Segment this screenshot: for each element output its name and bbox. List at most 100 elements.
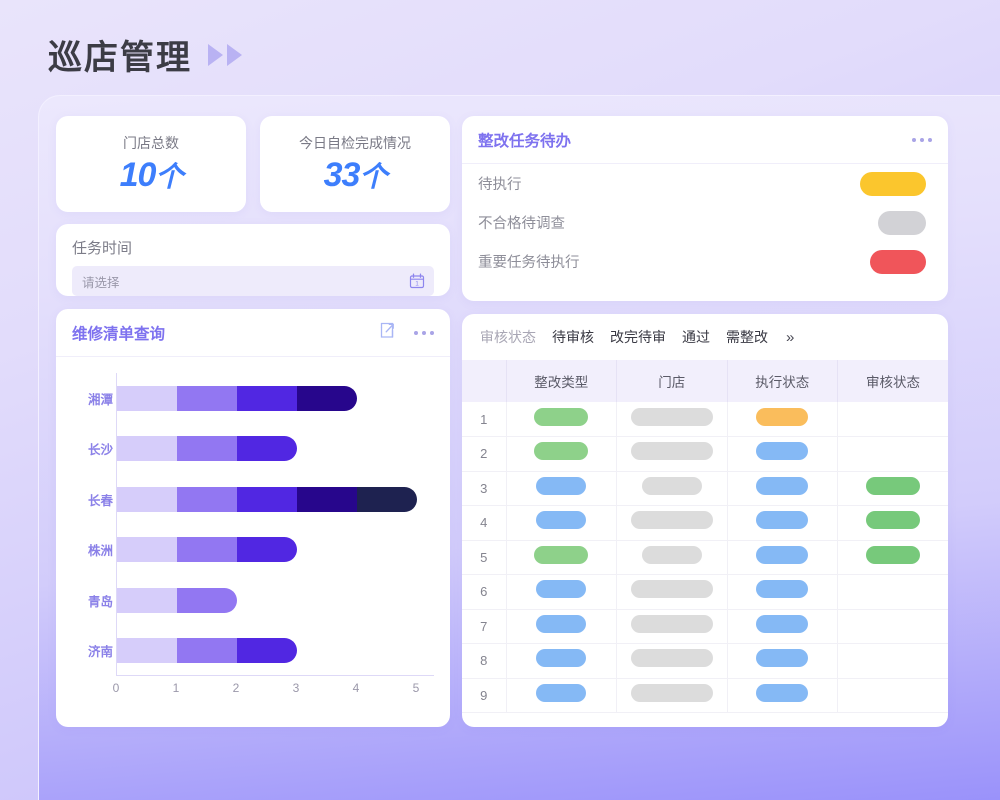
table-cell bbox=[616, 436, 728, 472]
chart-x-tick: 0 bbox=[112, 681, 120, 695]
chart-bar-segment bbox=[177, 638, 237, 664]
bar-chart: 湘潭 长沙 长春 株洲 青岛 济南 0 1 2 3 4 5 bbox=[56, 357, 450, 727]
todo-label: 待执行 bbox=[478, 177, 522, 193]
chart-category-label: 长春 bbox=[87, 493, 113, 508]
table-row[interactable]: 3 bbox=[462, 471, 948, 506]
table-cell bbox=[506, 471, 617, 506]
table-cell bbox=[727, 436, 838, 472]
table-cell bbox=[506, 574, 617, 610]
todo-status-pill bbox=[870, 249, 926, 274]
cell-status-pill bbox=[536, 580, 587, 599]
chart-bar-segment bbox=[177, 587, 237, 613]
filter-bar: 审核状态 待审核 改完待审 通过 需整改 » bbox=[462, 314, 948, 360]
task-time-input[interactable]: 请选择 1 bbox=[72, 266, 434, 296]
table-row[interactable]: 9 bbox=[462, 678, 948, 713]
repair-list-chart-card: 维修清单查询 湘潭 长沙 长春 株洲 青岛 济南 0 1 2 3 4 5 bbox=[56, 309, 450, 727]
chart-card-header: 维修清单查询 bbox=[56, 309, 450, 357]
filter-tab-1[interactable]: 改完待审 bbox=[610, 329, 666, 345]
cell-status-pill bbox=[536, 649, 587, 668]
table-row-index: 7 bbox=[462, 609, 507, 644]
cell-status-pill bbox=[630, 407, 713, 426]
stat-unit: 个 bbox=[359, 161, 387, 192]
chart-category-label: 株洲 bbox=[87, 544, 113, 559]
table-cell bbox=[727, 643, 838, 679]
table-header-row: 整改类型 门店 执行状态 审核状态 bbox=[462, 360, 948, 402]
table-cell bbox=[837, 540, 948, 575]
table-cell bbox=[727, 471, 838, 506]
stat-unit: 个 bbox=[155, 161, 183, 192]
dashboard-panel: 门店总数 10个 今日自检完成情况 33个 任务时间 请选择 1 维修清单查询 bbox=[38, 95, 1000, 800]
rectification-todo-card: 整改任务待办 待执行不合格待调查重要任务待执行 bbox=[462, 116, 948, 301]
chart-bar-segment bbox=[177, 436, 237, 462]
filter-tab-2[interactable]: 通过 bbox=[682, 329, 710, 345]
table-row[interactable]: 5 bbox=[462, 540, 948, 575]
todo-row[interactable]: 不合格待调查 bbox=[462, 203, 948, 242]
todo-card-header: 整改任务待办 bbox=[462, 116, 948, 164]
table-row[interactable]: 2 bbox=[462, 436, 948, 472]
table-cell bbox=[616, 643, 728, 679]
svg-text:1: 1 bbox=[415, 280, 419, 287]
table-cell bbox=[837, 643, 948, 679]
chart-bar-segment bbox=[237, 436, 297, 462]
cell-status-pill bbox=[536, 683, 587, 702]
calendar-icon[interactable]: 1 bbox=[409, 273, 425, 294]
todo-label: 重要任务待执行 bbox=[478, 255, 580, 271]
chart-bar-segment bbox=[297, 385, 357, 411]
stat-value: 33个 bbox=[324, 155, 388, 195]
table-cell bbox=[837, 471, 948, 506]
table-row[interactable]: 8 bbox=[462, 643, 948, 679]
table-row[interactable]: 4 bbox=[462, 505, 948, 541]
filter-tab-3[interactable]: 需整改 bbox=[726, 329, 768, 345]
table-cell bbox=[837, 402, 948, 437]
export-icon[interactable] bbox=[379, 321, 398, 345]
chart-x-axis: 0 1 2 3 4 5 bbox=[112, 676, 434, 700]
cell-status-pill bbox=[630, 442, 713, 461]
ellipsis-icon[interactable] bbox=[414, 330, 434, 335]
table-cell bbox=[837, 609, 948, 644]
table-row[interactable]: 7 bbox=[462, 609, 948, 644]
cell-status-pill bbox=[866, 511, 920, 530]
table-row-index: 5 bbox=[462, 540, 507, 575]
chart-plot-area: 湘潭 长沙 长春 株洲 青岛 济南 bbox=[88, 373, 434, 676]
cell-status-pill bbox=[756, 683, 809, 702]
todo-title: 整改任务待办 bbox=[478, 132, 572, 150]
chart-bar-segment bbox=[117, 638, 177, 664]
cell-status-pill bbox=[756, 476, 809, 495]
todo-row[interactable]: 待执行 bbox=[462, 164, 948, 203]
chart-bar-segment bbox=[117, 436, 177, 462]
table-row[interactable]: 1 bbox=[462, 402, 948, 437]
filter-label: 审核状态 bbox=[480, 329, 536, 345]
table-cell bbox=[506, 643, 617, 679]
table-row[interactable]: 6 bbox=[462, 574, 948, 610]
table-row-index: 9 bbox=[462, 678, 507, 713]
chart-category-label: 青岛 bbox=[87, 594, 113, 609]
chart-bar-segment bbox=[177, 486, 237, 512]
chart-bar-segment bbox=[117, 385, 177, 411]
chart-bar-segment bbox=[177, 537, 237, 563]
table-header-cell: 审核状态 bbox=[837, 360, 948, 402]
table-row-index: 1 bbox=[462, 402, 507, 437]
chart-x-tick: 4 bbox=[352, 681, 360, 695]
filter-tab-0[interactable]: 待审核 bbox=[552, 329, 594, 345]
table-cell bbox=[616, 540, 728, 575]
cell-status-pill bbox=[756, 407, 809, 426]
filter-more-icon[interactable]: » bbox=[786, 328, 795, 346]
todo-row[interactable]: 重要任务待执行 bbox=[462, 242, 948, 281]
todo-status-pill bbox=[860, 171, 926, 196]
chart-x-tick: 3 bbox=[292, 681, 300, 695]
todo-status-pill bbox=[878, 210, 926, 235]
table-cell bbox=[616, 574, 728, 610]
chart-bar bbox=[117, 486, 417, 512]
cell-status-pill bbox=[756, 511, 809, 530]
chart-bar-segment bbox=[237, 638, 297, 664]
ellipsis-icon[interactable] bbox=[912, 137, 932, 142]
chart-bar-row: 长沙 bbox=[88, 424, 434, 475]
stat-value: 10个 bbox=[120, 155, 184, 195]
chart-x-tick: 1 bbox=[172, 681, 180, 695]
table-cell bbox=[727, 678, 838, 713]
table-cell bbox=[616, 678, 728, 713]
chart-bar-row: 湘潭 bbox=[88, 373, 434, 424]
cell-status-pill bbox=[534, 442, 589, 461]
